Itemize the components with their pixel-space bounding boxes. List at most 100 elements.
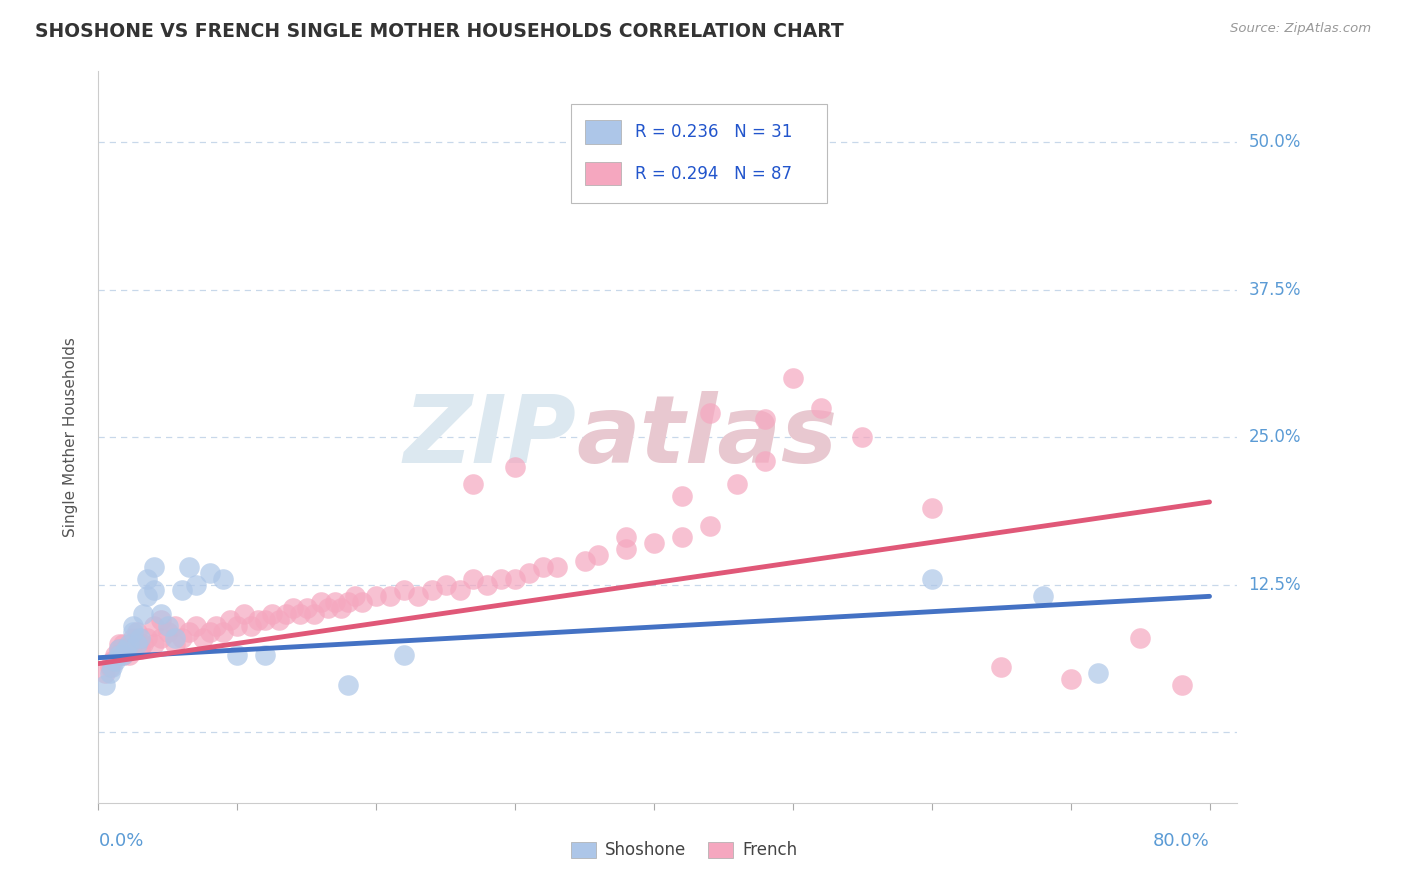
- Point: [531, 559, 554, 574]
- Point: [247, 613, 270, 627]
- Point: [503, 572, 526, 586]
- Point: [226, 648, 249, 663]
- Text: 12.5%: 12.5%: [1249, 575, 1301, 593]
- Point: [118, 636, 141, 650]
- FancyBboxPatch shape: [571, 104, 827, 203]
- Point: [754, 412, 776, 426]
- Text: 50.0%: 50.0%: [1249, 133, 1301, 151]
- Point: [149, 613, 172, 627]
- Point: [477, 577, 499, 591]
- Point: [699, 407, 721, 421]
- Point: [149, 607, 172, 621]
- Point: [112, 648, 135, 663]
- Text: 80.0%: 80.0%: [1153, 832, 1209, 850]
- Point: [118, 648, 141, 663]
- Point: [725, 477, 748, 491]
- Point: [212, 572, 235, 586]
- Point: [260, 607, 283, 621]
- Point: [156, 624, 179, 639]
- Point: [127, 636, 149, 650]
- Point: [1032, 590, 1054, 604]
- Point: [108, 642, 131, 657]
- Point: [101, 660, 124, 674]
- Text: 0.0%: 0.0%: [98, 832, 143, 850]
- Point: [1087, 666, 1109, 681]
- Point: [112, 636, 135, 650]
- Point: [309, 595, 332, 609]
- Point: [233, 607, 256, 621]
- Point: [122, 631, 145, 645]
- Text: SHOSHONE VS FRENCH SINGLE MOTHER HOUSEHOLDS CORRELATION CHART: SHOSHONE VS FRENCH SINGLE MOTHER HOUSEHO…: [35, 22, 844, 41]
- Point: [330, 601, 353, 615]
- Point: [101, 654, 124, 668]
- Point: [143, 583, 166, 598]
- Text: 37.5%: 37.5%: [1249, 281, 1301, 299]
- Text: ZIP: ZIP: [404, 391, 576, 483]
- Point: [463, 572, 485, 586]
- Point: [198, 566, 221, 580]
- Point: [921, 500, 943, 515]
- Point: [122, 636, 145, 650]
- Point: [163, 631, 186, 645]
- Point: [434, 577, 457, 591]
- Point: [104, 654, 127, 668]
- FancyBboxPatch shape: [571, 842, 596, 858]
- Point: [177, 624, 200, 639]
- Point: [163, 619, 186, 633]
- Point: [170, 583, 193, 598]
- Point: [149, 631, 172, 645]
- Point: [177, 559, 200, 574]
- Point: [614, 530, 637, 544]
- Point: [503, 459, 526, 474]
- Point: [136, 572, 159, 586]
- Point: [352, 595, 374, 609]
- Point: [990, 660, 1012, 674]
- Point: [344, 590, 367, 604]
- Point: [108, 636, 131, 650]
- FancyBboxPatch shape: [585, 120, 621, 144]
- Point: [316, 601, 339, 615]
- Point: [94, 666, 117, 681]
- Text: Shoshone: Shoshone: [605, 841, 686, 859]
- Y-axis label: Single Mother Households: Single Mother Households: [63, 337, 77, 537]
- Point: [163, 636, 186, 650]
- Point: [129, 631, 152, 645]
- Point: [184, 577, 207, 591]
- Point: [754, 453, 776, 467]
- Point: [378, 590, 401, 604]
- Text: French: French: [742, 841, 797, 859]
- Point: [132, 636, 155, 650]
- Point: [1170, 678, 1192, 692]
- Point: [288, 607, 311, 621]
- Point: [98, 660, 121, 674]
- Point: [254, 648, 277, 663]
- Point: [136, 590, 159, 604]
- Point: [489, 572, 512, 586]
- Point: [643, 536, 665, 550]
- Point: [115, 642, 138, 657]
- Point: [671, 530, 693, 544]
- Point: [406, 590, 429, 604]
- Point: [1059, 672, 1081, 686]
- Point: [574, 554, 596, 568]
- Point: [323, 595, 346, 609]
- Point: [463, 477, 485, 491]
- FancyBboxPatch shape: [585, 162, 621, 186]
- Point: [143, 636, 166, 650]
- Point: [671, 489, 693, 503]
- Point: [810, 401, 832, 415]
- Point: [143, 619, 166, 633]
- Point: [170, 631, 193, 645]
- Point: [104, 648, 127, 663]
- Point: [132, 607, 155, 621]
- Point: [212, 624, 235, 639]
- Text: Source: ZipAtlas.com: Source: ZipAtlas.com: [1230, 22, 1371, 36]
- Point: [699, 518, 721, 533]
- Point: [614, 170, 637, 185]
- Point: [546, 559, 568, 574]
- Point: [337, 678, 360, 692]
- Point: [517, 566, 540, 580]
- Point: [274, 607, 297, 621]
- Point: [240, 619, 263, 633]
- Text: 25.0%: 25.0%: [1249, 428, 1301, 446]
